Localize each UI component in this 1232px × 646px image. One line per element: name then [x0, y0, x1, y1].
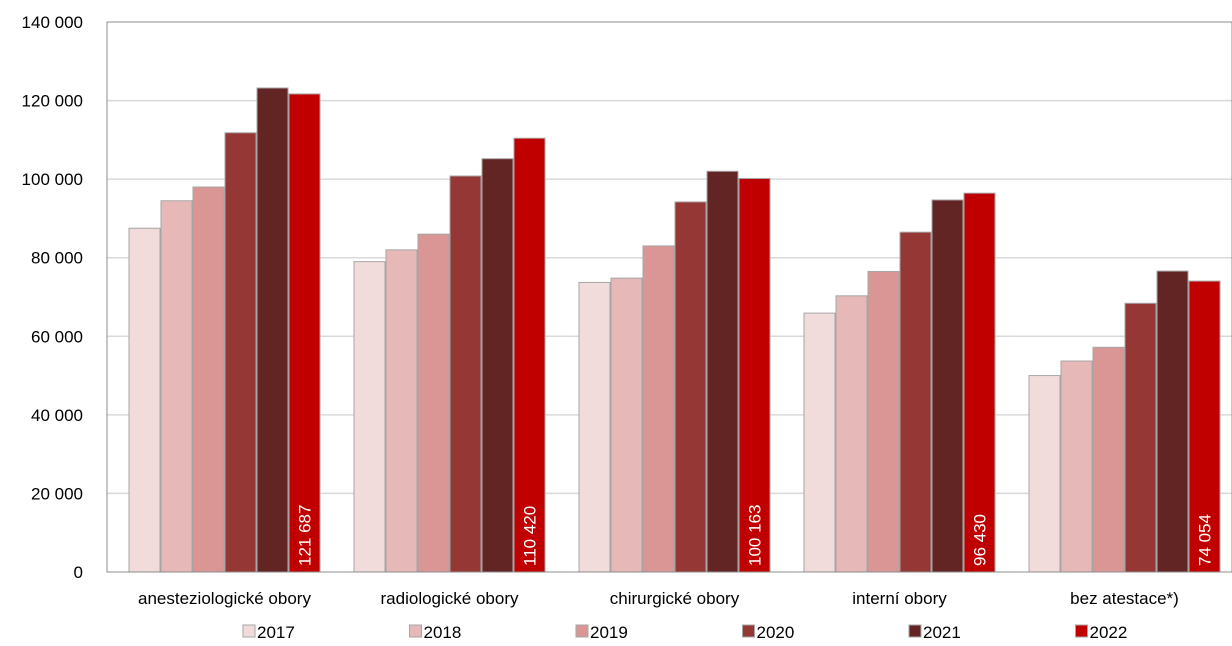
bar-2019 — [642, 245, 675, 573]
bar-2019 — [1092, 346, 1125, 573]
category-label: anesteziologické obory — [138, 589, 311, 608]
legend-swatch — [742, 624, 755, 638]
y-tick-label: 0 — [74, 563, 83, 582]
legend-label: 2021 — [923, 623, 961, 642]
bar-2017 — [1028, 375, 1061, 573]
bar-2021 — [931, 199, 964, 573]
bar-2018 — [160, 200, 193, 573]
bar-2020 — [674, 201, 707, 573]
bar-2020 — [899, 231, 932, 573]
bar-2020 — [1124, 302, 1157, 573]
data-label: 96 430 — [971, 514, 990, 566]
legend-label: 2019 — [590, 623, 628, 642]
bar-2021 — [1156, 270, 1189, 573]
bar-2021 — [481, 158, 514, 573]
legend-swatch — [1075, 624, 1088, 638]
bar-2019 — [192, 186, 225, 573]
legend-swatch — [409, 624, 422, 638]
y-tick-label: 40 000 — [31, 406, 83, 425]
legend-swatch — [575, 624, 589, 638]
bar-2022 — [1188, 280, 1221, 573]
y-tick-label: 80 000 — [31, 249, 83, 268]
bar-2022 — [288, 93, 321, 573]
bar-2019 — [417, 233, 450, 573]
bar-2022 — [738, 178, 771, 573]
bar-2017 — [803, 312, 836, 573]
plot-area-frame — [106, 21, 1232, 573]
bar-2017 — [128, 227, 161, 573]
category-label: bez atestace*) — [1070, 589, 1179, 608]
bar-2018 — [835, 295, 868, 573]
bar-2017 — [353, 261, 386, 573]
bar-2021 — [706, 170, 739, 573]
bars — [128, 87, 1221, 573]
bar-2018 — [1060, 360, 1093, 573]
bar-2022 — [963, 192, 996, 573]
y-tick-label: 120 000 — [22, 92, 83, 111]
category-labels: anesteziologické obory radiologické obory… — [138, 589, 1179, 608]
bar-2019 — [867, 270, 900, 573]
y-tick-label: 20 000 — [31, 484, 83, 503]
legend-label: 2017 — [257, 623, 295, 642]
data-label: 121 687 — [296, 505, 315, 566]
data-label: 74 054 — [1196, 514, 1215, 566]
data-labels: 121 687 110 420 100 163 96 430 74 054 — [296, 505, 1215, 566]
legend: 2017 2018 2019 2020 2021 2022 — [242, 623, 1128, 642]
y-tick-label: 100 000 — [22, 170, 83, 189]
legend-label: 2020 — [757, 623, 795, 642]
y-tick-label: 140 000 — [22, 13, 83, 32]
bar-2018 — [610, 277, 643, 573]
legend-swatch — [242, 624, 256, 638]
data-label: 110 420 — [521, 506, 540, 566]
category-label: radiologické obory — [381, 589, 519, 608]
bar-2020 — [449, 175, 482, 573]
category-label: chirurgické obory — [610, 589, 740, 608]
category-label: interní obory — [852, 589, 947, 608]
bar-2018 — [385, 249, 418, 573]
y-tick-label: 60 000 — [31, 327, 83, 346]
bar-2020 — [224, 132, 257, 573]
legend-label: 2018 — [424, 623, 462, 642]
legend-label: 2022 — [1090, 623, 1128, 642]
data-label: 100 163 — [746, 505, 765, 566]
y-axis-ticks: 0 20 000 40 000 60 000 80 000 100 000 120 000 1… — [22, 13, 83, 582]
legend-swatch — [908, 624, 922, 638]
bar-2021 — [256, 87, 289, 573]
bar-2017 — [578, 281, 611, 573]
